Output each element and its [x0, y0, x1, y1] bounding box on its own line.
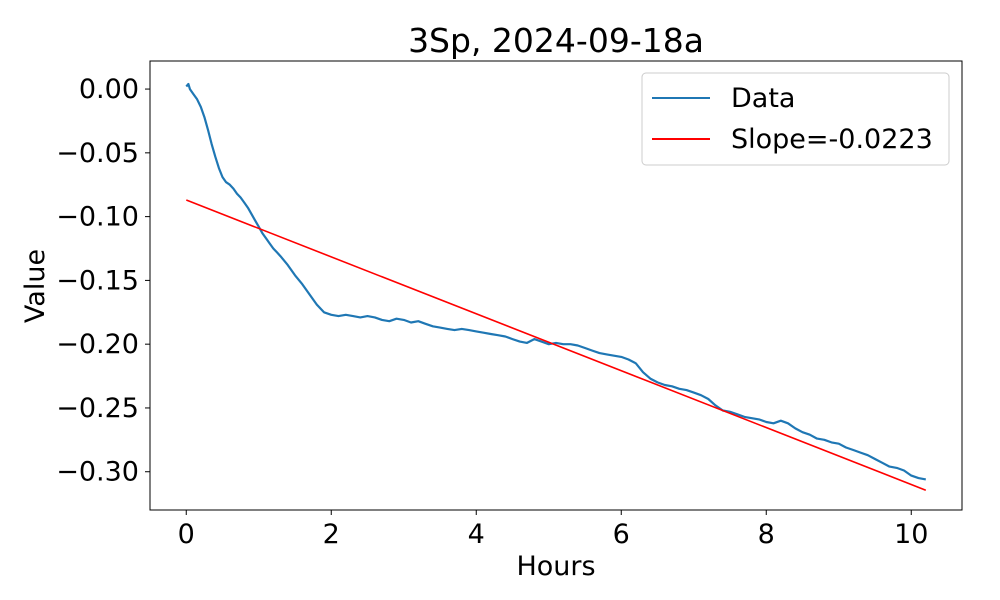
legend-label-data: Data — [731, 83, 795, 114]
chart-title: 3Sp, 2024-09-18a — [408, 21, 704, 60]
y-tick-label: −0.20 — [56, 329, 139, 360]
legend-label-slope: Slope=-0.0223 — [731, 124, 933, 155]
x-tick-label: 6 — [613, 519, 630, 550]
x-tick-label: 4 — [468, 519, 485, 550]
y-axis-label: Value — [20, 249, 51, 323]
x-axis: 0 2 4 6 8 10 — [178, 510, 928, 550]
y-tick-label: −0.15 — [56, 265, 139, 296]
y-tick-label: −0.05 — [56, 138, 139, 169]
plot-area — [149, 60, 963, 511]
y-tick-label: 0.00 — [79, 74, 139, 105]
series-layer — [185, 82, 927, 491]
x-tick-label: 10 — [894, 519, 928, 550]
legend: Data Slope=-0.0223 — [641, 72, 950, 166]
series-line-data — [185, 82, 926, 481]
y-tick-label: −0.30 — [56, 457, 139, 488]
y-tick-label: −0.25 — [56, 393, 139, 424]
y-tick-label: −0.10 — [56, 202, 139, 233]
series-line-slope — [186, 199, 927, 491]
legend-frame — [641, 72, 950, 166]
plot-frame — [149, 60, 963, 511]
x-tick-label: 2 — [323, 519, 340, 550]
x-tick-label: 0 — [178, 519, 195, 550]
y-axis: 0.00 −0.05 −0.10 −0.15 −0.20 −0.25 −0.30 — [56, 74, 150, 488]
x-axis-label: Hours — [516, 551, 595, 582]
x-tick-label: 8 — [758, 519, 775, 550]
